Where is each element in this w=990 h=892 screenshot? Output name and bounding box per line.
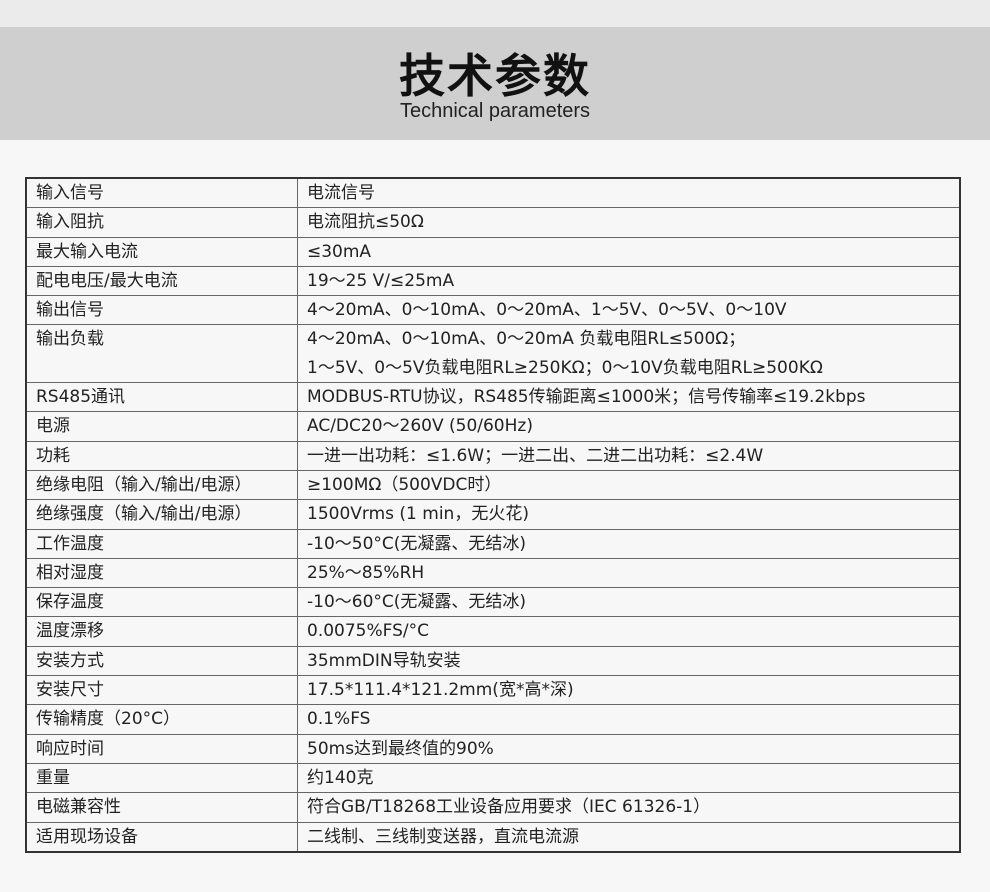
spec-label: 工作温度 xyxy=(25,528,298,559)
spec-value-line: 4～20mA、0～10mA、0～20mA 负载电阻RL≤500Ω； xyxy=(307,329,746,350)
spec-value: ≥100MΩ（500VDC时） xyxy=(297,469,961,501)
spec-value: 4～20mA、0～10mA、0～20mA 负载电阻RL≤500Ω； 1～5V、0～… xyxy=(297,324,961,384)
spec-label: 输出负载 xyxy=(25,324,298,384)
spec-value: AC/DC20～260V (50/60Hz) xyxy=(297,411,961,442)
spec-value: 1500Vrms (1 min，无火花) xyxy=(297,499,961,530)
spec-value-line: 0.0075%FS/°C xyxy=(307,621,430,642)
spec-value-line: 约140克 xyxy=(307,767,374,788)
spec-row: 最大输入电流 ≤30mA xyxy=(25,236,961,267)
spec-value-line: 25%～85%RH xyxy=(307,562,425,583)
page-subtitle: Technical parameters xyxy=(399,100,591,122)
spec-value-line: ≥100MΩ（500VDC时） xyxy=(307,474,502,495)
spec-label: 绝缘电阻（输入/输出/电源） xyxy=(25,469,298,501)
spec-value: 17.5*111.4*121.2mm(宽*高*深) xyxy=(297,675,961,706)
spec-table: 输入信号 电流信号 输入阻抗 电流阻抗≤50Ω 最大输入电流 ≤30mA 配电电压/最大电流… xyxy=(25,177,961,853)
spec-label: 温度漂移 xyxy=(25,616,298,647)
spec-label: 电磁兼容性 xyxy=(25,792,298,823)
spec-row: 输入信号 电流信号 xyxy=(25,177,961,209)
spec-value: 二线制、三线制变送器，直流电流源 xyxy=(297,821,961,853)
spec-label: 安装尺寸 xyxy=(25,675,298,706)
spec-row: 绝缘电阻（输入/输出/电源） ≥100MΩ（500VDC时） xyxy=(25,469,961,501)
spec-value-line: 35mmDIN导轨安装 xyxy=(307,650,461,671)
spec-label: 保存温度 xyxy=(25,587,298,618)
spec-row: 电源 AC/DC20～260V (50/60Hz) xyxy=(25,411,961,442)
spec-value-line: 50ms达到最终值的90% xyxy=(307,738,494,759)
top-strip xyxy=(0,0,990,27)
spec-value: -10～60°C(无凝露、无结冰) xyxy=(297,587,961,618)
spec-label: 输入信号 xyxy=(25,177,298,209)
spec-row: 输出信号 4～20mA、0～10mA、0～20mA、1～5V、0～5V、0～10V xyxy=(25,295,961,326)
spec-row: 安装尺寸 17.5*111.4*121.2mm(宽*高*深) xyxy=(25,675,961,706)
spec-row: 安装方式 35mmDIN导轨安装 xyxy=(25,645,961,677)
header-banner: 技术参数 Technical parameters xyxy=(0,27,990,140)
spec-label: 绝缘强度（输入/输出/电源） xyxy=(25,499,298,530)
spec-label: 相对湿度 xyxy=(25,557,298,589)
spec-value-line: 1～5V、0～5V负载电阻RL≥250KΩ；0～10V负载电阻RL≥500KΩ xyxy=(307,357,823,378)
spec-value: MODBUS-RTU协议，RS485传输距离≤1000米；信号传输率≤19.2k… xyxy=(297,382,961,413)
spec-label: 最大输入电流 xyxy=(25,236,298,267)
spec-row: 保存温度 -10～60°C(无凝露、无结冰) xyxy=(25,587,961,618)
spec-row: 适用现场设备 二线制、三线制变送器，直流电流源 xyxy=(25,821,961,853)
spec-value-line: MODBUS-RTU协议，RS485传输距离≤1000米；信号传输率≤19.2k… xyxy=(307,387,866,408)
spec-label: 传输精度（20°C） xyxy=(25,704,298,735)
spec-row: 配电电压/最大电流 19～25 V/≤25mA xyxy=(25,265,961,297)
spec-value: 4～20mA、0～10mA、0～20mA、1～5V、0～5V、0～10V xyxy=(297,295,961,326)
spec-row: 功耗 一进一出功耗：≤1.6W；一进二出、二进二出功耗：≤2.4W xyxy=(25,440,961,471)
spec-row: 输出负载 4～20mA、0～10mA、0～20mA 负载电阻RL≤500Ω； 1～5… xyxy=(25,324,961,384)
spec-value-line: -10～50°C(无凝露、无结冰) xyxy=(307,533,527,554)
spec-value: 符合GB/T18268工业设备应用要求（IEC 61326-1） xyxy=(297,792,961,823)
spec-value: 一进一出功耗：≤1.6W；一进二出、二进二出功耗：≤2.4W xyxy=(297,440,961,471)
spec-row: 相对湿度 25%～85%RH xyxy=(25,557,961,589)
spec-value-line: 17.5*111.4*121.2mm(宽*高*深) xyxy=(307,680,574,701)
spec-row: RS485通讯 MODBUS-RTU协议，RS485传输距离≤1000米；信号传输… xyxy=(25,382,961,413)
spec-row: 温度漂移 0.0075%FS/°C xyxy=(25,616,961,647)
spec-label: 安装方式 xyxy=(25,645,298,677)
spec-value-line: 一进一出功耗：≤1.6W；一进二出、二进二出功耗：≤2.4W xyxy=(307,445,764,466)
spec-row: 响应时间 50ms达到最终值的90% xyxy=(25,733,961,764)
spec-value-line: ≤30mA xyxy=(307,241,372,262)
spec-value: 35mmDIN导轨安装 xyxy=(297,645,961,677)
spec-row: 传输精度（20°C） 0.1%FS xyxy=(25,704,961,735)
spec-value-line: 1500Vrms (1 min，无火花) xyxy=(307,504,529,525)
spec-value-line: 二线制、三线制变送器，直流电流源 xyxy=(307,826,579,847)
spec-label: 适用现场设备 xyxy=(25,821,298,853)
spec-value: 电流信号 xyxy=(297,177,961,209)
spec-value: 50ms达到最终值的90% xyxy=(297,733,961,764)
spec-label: 输入阻抗 xyxy=(25,207,298,238)
spec-value-line: 0.1%FS xyxy=(307,709,371,730)
spec-row: 重量 约140克 xyxy=(25,762,961,794)
spec-value-line: AC/DC20～260V (50/60Hz) xyxy=(307,416,533,437)
spec-label: 配电电压/最大电流 xyxy=(25,265,298,297)
spec-value-line: 电流信号 xyxy=(307,183,375,203)
spec-value: 25%～85%RH xyxy=(297,557,961,589)
spec-label: 响应时间 xyxy=(25,733,298,764)
spec-label: 重量 xyxy=(25,762,298,794)
spec-label: RS485通讯 xyxy=(25,382,298,413)
spec-value: 电流阻抗≤50Ω xyxy=(297,207,961,238)
spec-value-line: 电流阻抗≤50Ω xyxy=(307,212,424,233)
spec-value: 0.0075%FS/°C xyxy=(297,616,961,647)
spec-row: 绝缘强度（输入/输出/电源） 1500Vrms (1 min，无火花) xyxy=(25,499,961,530)
spec-row: 输入阻抗 电流阻抗≤50Ω xyxy=(25,207,961,238)
page-title: 技术参数 xyxy=(399,49,591,103)
spec-value-line: -10～60°C(无凝露、无结冰) xyxy=(307,592,527,613)
spec-value: ≤30mA xyxy=(297,236,961,267)
spec-label: 输出信号 xyxy=(25,295,298,326)
spec-value: 19～25 V/≤25mA xyxy=(297,265,961,297)
spec-value: -10～50°C(无凝露、无结冰) xyxy=(297,528,961,559)
spec-value: 约140克 xyxy=(297,762,961,794)
spec-label: 电源 xyxy=(25,411,298,442)
spec-row: 工作温度 -10～50°C(无凝露、无结冰) xyxy=(25,528,961,559)
spec-row: 电磁兼容性 符合GB/T18268工业设备应用要求（IEC 61326-1） xyxy=(25,792,961,823)
spec-value-line: 19～25 V/≤25mA xyxy=(307,270,455,291)
spec-label: 功耗 xyxy=(25,440,298,471)
spec-value: 0.1%FS xyxy=(297,704,961,735)
spec-value-line: 4～20mA、0～10mA、0～20mA、1～5V、0～5V、0～10V xyxy=(307,300,787,321)
spec-value-line: 符合GB/T18268工业设备应用要求（IEC 61326-1） xyxy=(307,797,711,818)
